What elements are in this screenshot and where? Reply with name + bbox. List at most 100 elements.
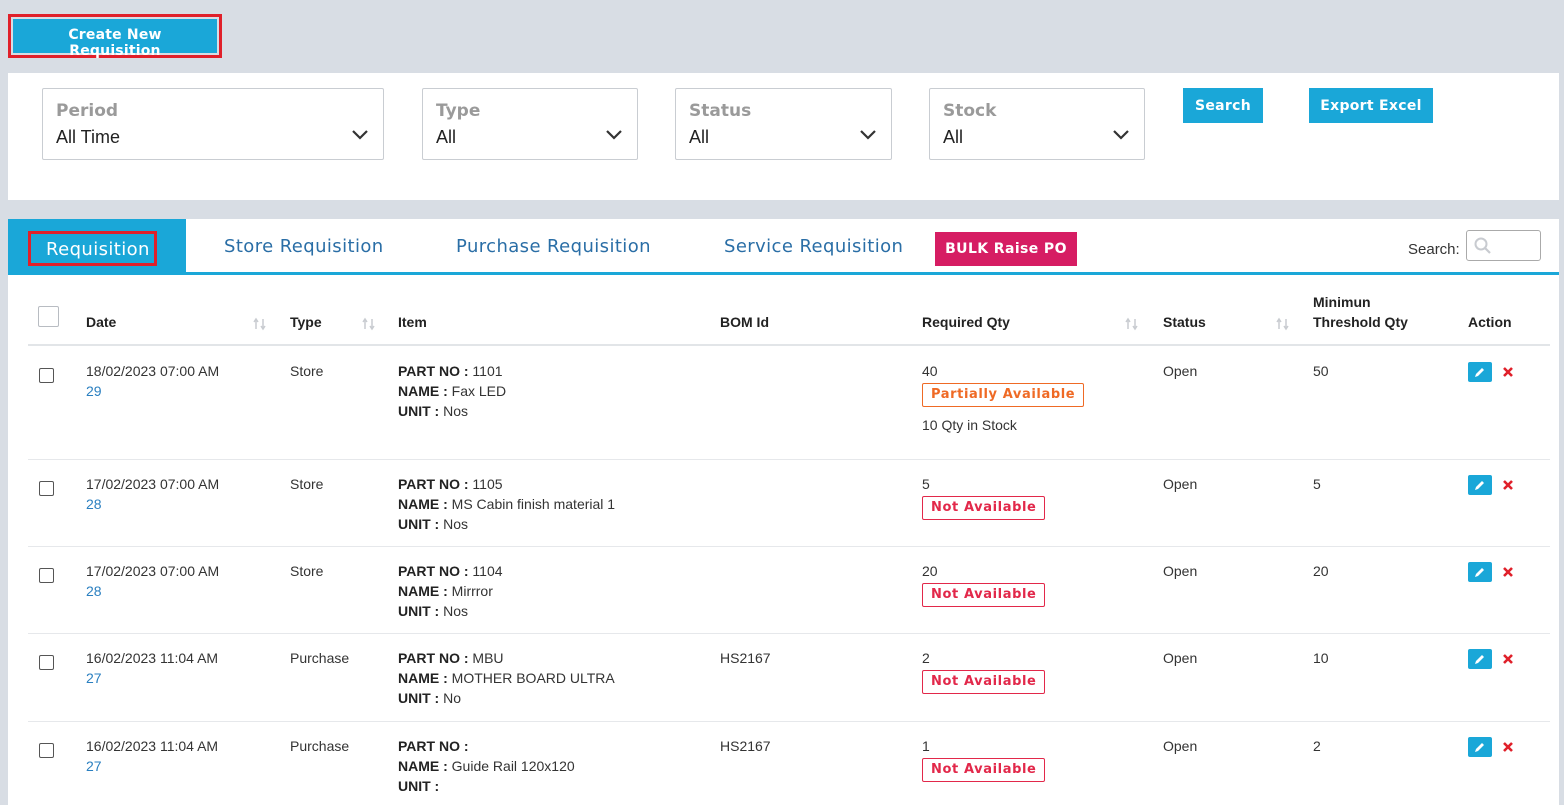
col-date[interactable]: Date bbox=[86, 314, 117, 330]
type-value: All bbox=[436, 127, 457, 147]
name-value: MS Cabin finish material 1 bbox=[451, 496, 616, 512]
chevron-down-icon bbox=[860, 130, 876, 140]
row-id-link[interactable]: 27 bbox=[86, 758, 102, 774]
status-select[interactable]: Status All bbox=[675, 88, 892, 160]
part-value: MBU bbox=[472, 650, 504, 666]
row-item: PART NO : MBU NAME : MOTHER BOARD ULTRA … bbox=[398, 648, 615, 708]
row-checkbox[interactable] bbox=[39, 481, 54, 496]
col-item: Item bbox=[398, 314, 427, 330]
name-value: Guide Rail 120x120 bbox=[451, 758, 575, 774]
row-type: Purchase bbox=[290, 650, 350, 666]
select-all-checkbox[interactable] bbox=[38, 306, 59, 327]
edit-button[interactable] bbox=[1468, 362, 1492, 382]
delete-icon[interactable] bbox=[1502, 741, 1514, 753]
sort-icon[interactable] bbox=[362, 317, 376, 331]
name-label: NAME : bbox=[398, 383, 448, 399]
table-row: 17/02/2023 07:00 AM 28 Store PART NO : 1… bbox=[28, 547, 1550, 634]
tab-purchase-requisition[interactable]: Purchase Requisition bbox=[456, 236, 651, 257]
stock-label: Stock bbox=[943, 101, 997, 121]
table-row: 18/02/2023 07:00 AM 29 Store PART NO : 1… bbox=[28, 346, 1550, 460]
highlight-box: Requisition bbox=[28, 231, 157, 266]
tab-service-requisition[interactable]: Service Requisition bbox=[724, 236, 904, 257]
unit-label: UNIT : bbox=[398, 403, 440, 419]
table-panel: Requisition Store Requisition Purchase R… bbox=[8, 219, 1559, 805]
row-type: Store bbox=[290, 476, 324, 492]
row-status: Open bbox=[1163, 363, 1198, 379]
edit-button[interactable] bbox=[1468, 562, 1492, 582]
row-threshold: 2 bbox=[1313, 738, 1321, 754]
row-bom-id: HS2167 bbox=[720, 738, 771, 754]
unit-value: No bbox=[443, 690, 462, 706]
name-label: NAME : bbox=[398, 496, 448, 512]
bulk-raise-po-button[interactable]: BULK Raise PO bbox=[935, 232, 1077, 266]
tab-store-requisition[interactable]: Store Requisition bbox=[224, 236, 384, 257]
part-value: 1101 bbox=[472, 363, 503, 379]
row-id-link[interactable]: 27 bbox=[86, 670, 102, 686]
stock-badge: Not Available bbox=[922, 583, 1046, 607]
search-button[interactable]: Search bbox=[1183, 88, 1263, 123]
search-input[interactable] bbox=[1466, 230, 1541, 261]
part-label: PART NO : bbox=[398, 363, 469, 379]
create-requisition-button[interactable]: Create New Requisition bbox=[13, 19, 217, 59]
unit-label: UNIT : bbox=[398, 690, 440, 706]
col-required-qty[interactable]: Required Qty bbox=[922, 314, 1010, 330]
delete-icon[interactable] bbox=[1502, 566, 1514, 578]
chevron-down-icon bbox=[606, 130, 622, 140]
highlight-box: Create New Requisition bbox=[8, 14, 222, 59]
delete-icon[interactable] bbox=[1502, 366, 1514, 378]
name-value: Fax LED bbox=[451, 383, 507, 399]
filter-panel: Period All Time Type All Status All Stoc… bbox=[8, 73, 1559, 200]
edit-button[interactable] bbox=[1468, 737, 1492, 757]
row-id-link[interactable]: 29 bbox=[86, 383, 102, 399]
pencil-icon bbox=[1475, 655, 1484, 664]
stock-note: 10 Qty in Stock bbox=[922, 417, 1017, 433]
unit-label: UNIT : bbox=[398, 778, 440, 794]
col-status[interactable]: Status bbox=[1163, 314, 1206, 330]
table-row: 16/02/2023 11:04 AM 27 Purchase PART NO … bbox=[28, 634, 1550, 722]
period-value: All Time bbox=[56, 127, 121, 147]
row-date: 17/02/2023 07:00 AM bbox=[86, 563, 220, 579]
row-date: 17/02/2023 07:00 AM bbox=[86, 476, 220, 492]
period-select[interactable]: Period All Time bbox=[42, 88, 384, 160]
row-checkbox[interactable] bbox=[39, 568, 54, 583]
unit-label: UNIT : bbox=[398, 603, 440, 619]
type-label: Type bbox=[436, 101, 481, 121]
delete-icon[interactable] bbox=[1502, 479, 1514, 491]
row-date: 16/02/2023 11:04 AM bbox=[86, 650, 219, 666]
row-id-link[interactable]: 28 bbox=[86, 496, 102, 512]
row-threshold: 10 bbox=[1313, 650, 1329, 666]
edit-button[interactable] bbox=[1468, 649, 1492, 669]
row-threshold: 50 bbox=[1313, 363, 1329, 379]
stock-badge: Not Available bbox=[922, 670, 1046, 694]
part-value: 1104 bbox=[472, 563, 503, 579]
export-excel-button[interactable]: Export Excel bbox=[1309, 88, 1433, 123]
sort-icon[interactable] bbox=[1125, 317, 1139, 331]
row-id-link[interactable]: 28 bbox=[86, 583, 102, 599]
tab-requisition[interactable]: Requisition bbox=[8, 219, 186, 275]
stock-value: All bbox=[943, 127, 964, 147]
type-select[interactable]: Type All bbox=[422, 88, 638, 160]
row-required-qty: 20 bbox=[922, 563, 938, 579]
table-row: 17/02/2023 07:00 AM 28 Store PART NO : 1… bbox=[28, 460, 1550, 547]
col-type[interactable]: Type bbox=[290, 314, 322, 330]
sort-icon[interactable] bbox=[253, 317, 267, 331]
search-label: Search: bbox=[1408, 241, 1460, 258]
row-type: Store bbox=[290, 563, 324, 579]
col-threshold-line1: Minimun bbox=[1313, 294, 1371, 310]
part-label: PART NO : bbox=[398, 476, 469, 492]
stock-select[interactable]: Stock All bbox=[929, 88, 1145, 160]
name-value: Mirrror bbox=[451, 583, 493, 599]
pencil-icon bbox=[1475, 743, 1484, 752]
edit-button[interactable] bbox=[1468, 475, 1492, 495]
row-status: Open bbox=[1163, 650, 1198, 666]
name-label: NAME : bbox=[398, 583, 448, 599]
row-item: PART NO : 1104 NAME : Mirrror UNIT : Nos bbox=[398, 561, 503, 621]
row-checkbox[interactable] bbox=[39, 368, 54, 383]
row-checkbox[interactable] bbox=[39, 743, 54, 758]
col-threshold-line2: Threshold Qty bbox=[1313, 314, 1408, 330]
delete-icon[interactable] bbox=[1502, 653, 1514, 665]
sort-icon[interactable] bbox=[1276, 317, 1290, 331]
part-label: PART NO : bbox=[398, 650, 469, 666]
unit-label: UNIT : bbox=[398, 516, 440, 532]
row-checkbox[interactable] bbox=[39, 655, 54, 670]
